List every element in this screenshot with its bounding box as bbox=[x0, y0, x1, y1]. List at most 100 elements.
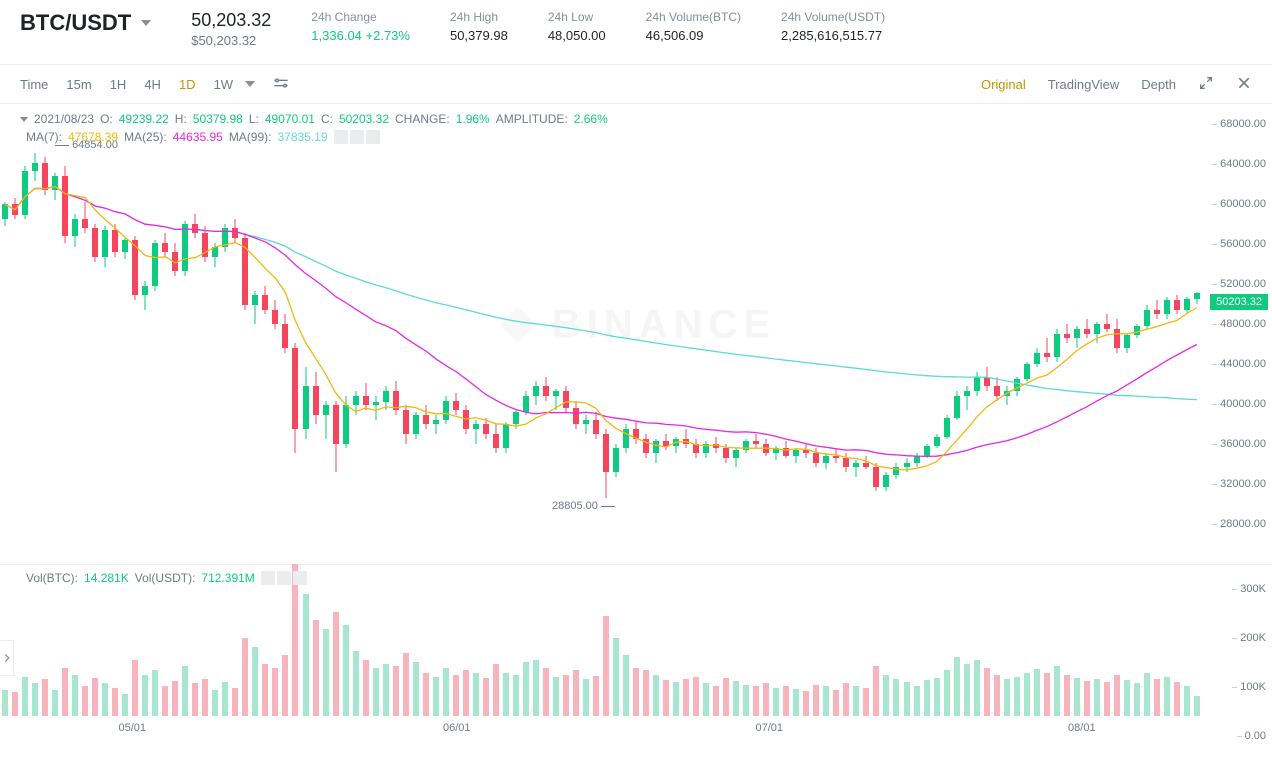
volume-bar bbox=[242, 638, 248, 716]
volume-bar bbox=[974, 660, 980, 716]
chart-toolbar: Time 15m 1H 4H 1D 1W Original TradingView Dept… bbox=[0, 64, 1272, 104]
volume-bar bbox=[934, 678, 940, 716]
volume-bar bbox=[62, 668, 68, 716]
volume-bar bbox=[122, 694, 128, 716]
volume-bar bbox=[72, 675, 78, 716]
interval-1W[interactable]: 1W bbox=[214, 77, 234, 92]
volume-bar bbox=[1084, 681, 1090, 716]
volume-bar bbox=[323, 629, 329, 716]
volume-bar bbox=[994, 675, 1000, 716]
volume-bar bbox=[1074, 678, 1080, 716]
low-marker: 28805.00 bbox=[552, 500, 618, 512]
volume-bar bbox=[373, 668, 379, 716]
close-icon[interactable] bbox=[1236, 75, 1252, 94]
volume-bar bbox=[1154, 679, 1160, 716]
volume-bar bbox=[313, 620, 319, 716]
volume-bar bbox=[252, 647, 258, 716]
volume-bar bbox=[463, 670, 469, 716]
volume-bar bbox=[1114, 675, 1120, 716]
volume-bar bbox=[262, 664, 268, 716]
volume-bar bbox=[182, 666, 188, 716]
last-price-usd: $50,203.32 bbox=[191, 33, 271, 48]
volume-bar bbox=[563, 675, 569, 716]
ma-bar: MA(7):47678.39 MA(25):44635.95 MA(99):37… bbox=[20, 130, 380, 144]
volume-bar bbox=[723, 678, 729, 716]
volume-bar bbox=[813, 685, 819, 716]
volume-bar bbox=[743, 685, 749, 716]
volume-bar bbox=[853, 686, 859, 716]
volume-bar bbox=[793, 689, 799, 716]
volume-bar bbox=[52, 690, 58, 716]
volume-bar bbox=[823, 686, 829, 716]
volume-bar bbox=[102, 683, 108, 716]
volume-bar bbox=[513, 675, 519, 716]
indicator-settings-icon[interactable] bbox=[273, 75, 289, 94]
view-original[interactable]: Original bbox=[981, 77, 1026, 92]
volume-bar bbox=[573, 670, 579, 716]
volume-bar bbox=[1064, 675, 1070, 716]
header-stat: 24h Volume(USDT)2,285,616,515.77 bbox=[781, 10, 885, 43]
volume-bar bbox=[783, 686, 789, 716]
volume-bar bbox=[202, 679, 208, 716]
volume-bar bbox=[924, 680, 930, 716]
interval-1D[interactable]: 1D bbox=[179, 77, 196, 92]
pair-selector[interactable]: BTC/USDT bbox=[20, 10, 151, 36]
volume-bar bbox=[112, 688, 118, 716]
interval-15m[interactable]: 15m bbox=[66, 77, 91, 92]
volume-bar bbox=[383, 664, 389, 716]
volume-bar bbox=[142, 675, 148, 716]
volume-bar bbox=[653, 675, 659, 716]
header-stat: 24h High50,379.98 bbox=[450, 10, 508, 43]
volume-bar bbox=[1014, 677, 1020, 716]
volume-bar bbox=[904, 682, 910, 716]
volume-bar bbox=[443, 668, 449, 716]
volume-bar bbox=[232, 688, 238, 716]
volume-bar bbox=[603, 616, 609, 716]
collapse-icon[interactable] bbox=[20, 117, 28, 122]
interval-1H[interactable]: 1H bbox=[110, 77, 127, 92]
volume-bar bbox=[843, 683, 849, 716]
volume-bar bbox=[1144, 673, 1150, 716]
volume-bar bbox=[753, 686, 759, 716]
volume-bar bbox=[984, 668, 990, 716]
volume-bar bbox=[333, 612, 339, 716]
volume-bar bbox=[453, 675, 459, 716]
interval-4H[interactable]: 4H bbox=[144, 77, 161, 92]
volume-bar bbox=[623, 655, 629, 716]
volume-bar bbox=[733, 681, 739, 716]
volume-bar bbox=[1174, 682, 1180, 716]
volume-bar bbox=[1034, 669, 1040, 716]
volume-bar bbox=[473, 673, 479, 716]
pair-name: BTC/USDT bbox=[20, 10, 131, 36]
current-price-badge: 50203.32 bbox=[1210, 294, 1268, 310]
price-chart[interactable]: 2021/08/23 O:49239.22 H:50379.98 L:49070… bbox=[0, 104, 1272, 564]
volume-bar bbox=[944, 670, 950, 716]
volume-bar bbox=[533, 660, 539, 716]
volume-bar bbox=[212, 690, 218, 716]
vol-controls[interactable] bbox=[261, 571, 307, 585]
volume-bar bbox=[1044, 673, 1050, 716]
volume-bar bbox=[483, 678, 489, 716]
volume-bar bbox=[914, 686, 920, 716]
volume-info-bar: Vol(BTC):14.281K Vol(USDT):712.391M bbox=[20, 571, 307, 585]
interval-more-icon[interactable] bbox=[245, 81, 255, 87]
volume-bar bbox=[12, 692, 18, 716]
volume-bar bbox=[172, 681, 178, 716]
ma-controls[interactable] bbox=[334, 130, 380, 144]
ticker-header: BTC/USDT 50,203.32 $50,203.32 24h Change… bbox=[0, 0, 1272, 64]
volume-chart[interactable]: Vol(BTC):14.281K Vol(USDT):712.391M 300K… bbox=[0, 564, 1272, 736]
view-tradingview[interactable]: TradingView bbox=[1048, 77, 1120, 92]
volume-bar bbox=[543, 668, 549, 716]
volume-bar bbox=[893, 679, 899, 716]
volume-bar bbox=[673, 682, 679, 716]
volume-bar bbox=[282, 655, 288, 716]
fullscreen-icon[interactable] bbox=[1198, 75, 1214, 94]
header-stat: 24h Volume(BTC)46,506.09 bbox=[646, 10, 741, 43]
time-label[interactable]: Time bbox=[20, 77, 48, 92]
volume-bar bbox=[152, 670, 158, 716]
volume-bar bbox=[833, 690, 839, 716]
volume-bar bbox=[1124, 680, 1130, 716]
expand-sidebar-tab[interactable] bbox=[0, 640, 14, 676]
view-depth[interactable]: Depth bbox=[1141, 77, 1176, 92]
last-price: 50,203.32 bbox=[191, 10, 271, 31]
